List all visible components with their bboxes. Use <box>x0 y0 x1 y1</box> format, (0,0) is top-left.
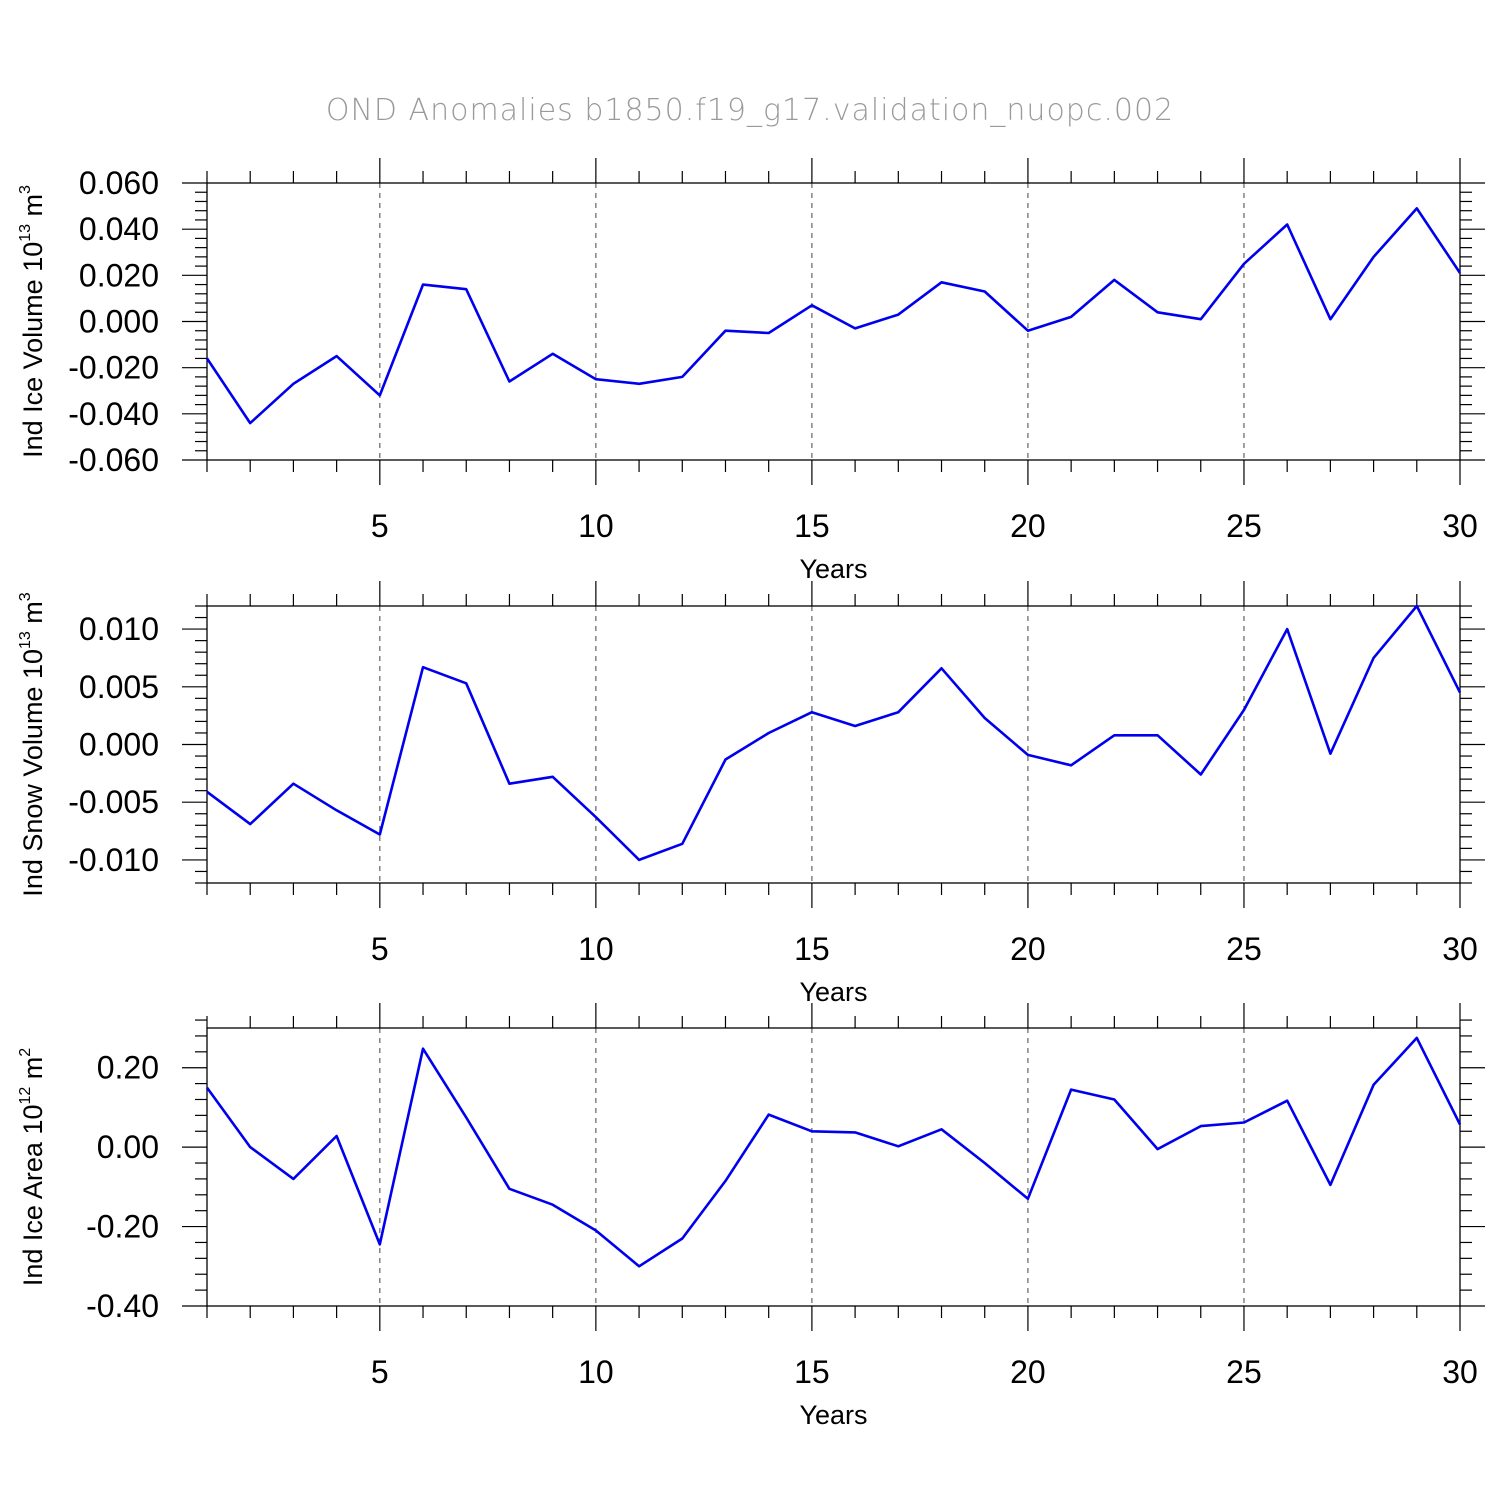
y-tick-label: 0.010 <box>79 611 159 647</box>
y-axis-label: Ind Snow Volume 1013 m3 <box>17 592 48 896</box>
x-axis-label: Years <box>799 554 867 584</box>
x-tick-label: 15 <box>794 1354 830 1390</box>
x-tick-label: 5 <box>371 508 389 544</box>
x-tick-label: 15 <box>794 931 830 967</box>
series-line <box>205 207 1462 425</box>
y-axis-label-part: Ind Ice Area 10 <box>18 1105 48 1287</box>
x-tick-label: 30 <box>1442 1354 1478 1390</box>
plot-frame <box>206 1027 1461 1307</box>
y-axis-label-superscript: 3 <box>17 185 34 194</box>
y-axis-label-superscript: 12 <box>17 1087 34 1105</box>
y-axis-label-superscript: 13 <box>17 224 34 242</box>
x-tick-label: 25 <box>1226 1354 1262 1390</box>
x-tick-label: 25 <box>1226 931 1262 967</box>
x-tick-label: 30 <box>1442 508 1478 544</box>
y-tick-label: -0.005 <box>68 784 159 820</box>
x-tick-label: 5 <box>371 1354 389 1390</box>
y-tick-label: 0.000 <box>79 727 159 763</box>
y-tick-label: -0.20 <box>86 1209 159 1245</box>
x-axis-label: Years <box>799 977 867 1007</box>
x-tick-label: 20 <box>1010 931 1046 967</box>
y-axis-label-superscript: 13 <box>17 631 34 649</box>
panels: 5 10 15 20 25 30-0.060-0.040-0.0200.0000.0200… <box>17 158 1485 1430</box>
y-tick-label: 0.040 <box>79 211 159 247</box>
y-axis-label-part: Ind Snow Volume 10 <box>18 649 48 897</box>
y-tick-label: 0.060 <box>79 165 159 201</box>
y-tick-label: -0.060 <box>68 442 159 478</box>
series-line <box>205 1036 1462 1268</box>
x-tick-label: 10 <box>578 931 614 967</box>
panel-2: 5 10 15 20 25 30 -0.010 -0.005 0.000 0.005 0.010 Ye… <box>17 581 1485 1007</box>
y-axis-label: Ind Ice Volume 1013 m3 <box>17 185 48 458</box>
y-tick-label: 0.20 <box>97 1050 159 1086</box>
y-tick-label: -0.040 <box>68 396 159 432</box>
x-tick-label: 20 <box>1010 1354 1046 1390</box>
y-axis-label-part: m <box>18 194 48 224</box>
series-line <box>206 604 1462 862</box>
x-tick-label: 25 <box>1226 508 1262 544</box>
y-tick-label: -0.40 <box>86 1288 159 1324</box>
y-axis-label-part: m <box>18 1057 48 1087</box>
x-tick-label: 10 <box>578 1354 614 1390</box>
y-tick-label: 0.000 <box>79 304 159 340</box>
y-tick-label: 0.005 <box>79 669 159 705</box>
x-axis-label: Years <box>799 1400 867 1430</box>
y-tick-label: 0.020 <box>79 257 159 293</box>
y-axis-label: Ind Ice Area 1012 m2 <box>17 1048 48 1286</box>
y-tick-label: -0.010 <box>68 842 159 878</box>
y-axis-label-part: m <box>18 601 48 631</box>
x-tick-label: 30 <box>1442 931 1478 967</box>
panel-1: 5 10 15 20 25 30 -0.060 -0.040 -0.020 0.000 0.020 0… <box>17 158 1485 584</box>
x-tick-label: 10 <box>578 508 614 544</box>
y-axis-label-part: Ind Ice Volume 10 <box>18 242 48 458</box>
y-axis-label-superscript: 2 <box>17 1048 34 1057</box>
x-tick-label: 15 <box>794 508 830 544</box>
chart-title: OND Anomalies b1850.f19_g17.validation_n… <box>326 93 1174 128</box>
panel-3: 5 10 15 20 25 30 -0.40 -0.20 0.00 0.20 Years Ind Ic… <box>17 1003 1485 1430</box>
y-axis-label-superscript: 3 <box>17 592 34 601</box>
x-tick-label: 5 <box>371 931 389 967</box>
y-tick-label: -0.020 <box>68 350 159 386</box>
y-tick-label: 0.00 <box>97 1129 159 1165</box>
x-tick-label: 20 <box>1010 508 1046 544</box>
